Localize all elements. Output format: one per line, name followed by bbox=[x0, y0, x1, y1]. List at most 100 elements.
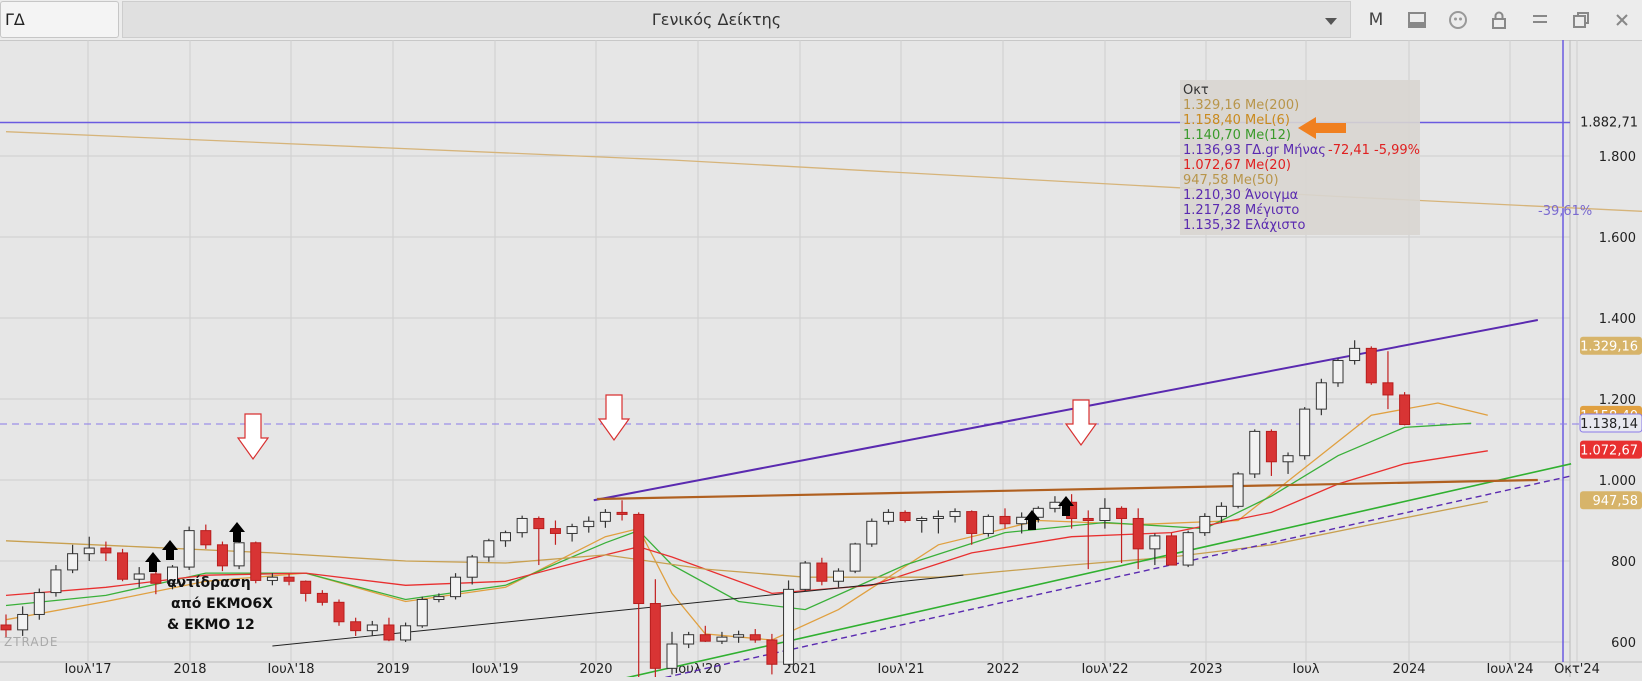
legend-row: 1.135,32 Ελάχιστο bbox=[1183, 218, 1305, 233]
chart-area[interactable]: Ιουλ'172018Ιουλ'182019Ιουλ'192020Ιουλ'20… bbox=[0, 40, 1642, 681]
tag-me20: 1.072,67 bbox=[1580, 444, 1638, 459]
comment-icon[interactable] bbox=[1446, 8, 1470, 32]
chevron-down-icon[interactable] bbox=[1322, 12, 1340, 30]
candle-body bbox=[566, 526, 578, 534]
candle-body bbox=[1399, 394, 1411, 426]
candle-body bbox=[1116, 507, 1128, 519]
tag-hline-bg bbox=[1580, 112, 1642, 131]
candle-body bbox=[699, 634, 711, 642]
candle-body bbox=[433, 596, 445, 600]
candle-body bbox=[266, 576, 278, 581]
candle-body bbox=[483, 540, 495, 558]
x-tick-label: 2020 bbox=[579, 662, 612, 677]
legend-rows: 1.329,16 Me(200)1.158,40 MeL(6)1.140,70 … bbox=[1183, 98, 1420, 233]
x-tick-label: 2019 bbox=[376, 662, 409, 677]
candle-body bbox=[1299, 408, 1311, 457]
candle-body bbox=[67, 553, 79, 571]
candle-body bbox=[1349, 347, 1361, 362]
candle-body bbox=[500, 532, 511, 542]
candle-body bbox=[733, 634, 745, 638]
candle-body bbox=[932, 515, 944, 519]
candle-body bbox=[982, 515, 994, 534]
candle-body bbox=[1149, 535, 1161, 550]
tag-me20-bg bbox=[1580, 440, 1642, 459]
symbol-input[interactable]: ΓΔ bbox=[0, 1, 119, 38]
lock-icon[interactable] bbox=[1487, 8, 1511, 32]
reaction-text-3: & ΕΚΜΟ 12 bbox=[167, 617, 255, 633]
candle-body bbox=[1249, 430, 1261, 475]
candle-body bbox=[1265, 430, 1277, 463]
ma-line-me50 bbox=[5, 500, 1488, 578]
black-annotation-line bbox=[272, 574, 964, 647]
candle-body bbox=[1332, 360, 1344, 384]
candle-body bbox=[516, 517, 528, 534]
candle-body bbox=[183, 530, 195, 568]
legend-panel bbox=[1180, 80, 1420, 235]
layout-icon[interactable] bbox=[1405, 8, 1429, 32]
candle-body bbox=[533, 517, 545, 530]
x-tick-label: 2023 bbox=[1189, 662, 1222, 677]
candle-body bbox=[966, 511, 978, 534]
candle-body bbox=[616, 511, 628, 515]
candle-body bbox=[17, 613, 29, 631]
candle-body bbox=[1049, 501, 1061, 509]
x-tick-label: 2018 bbox=[173, 662, 206, 677]
y-tick-label: 1.800 bbox=[1599, 150, 1636, 165]
tag-me200: 1.329,16 bbox=[1580, 340, 1638, 355]
candle-body bbox=[0, 624, 12, 631]
tag-current-bg bbox=[1579, 413, 1642, 433]
candle-body bbox=[283, 576, 295, 582]
tag-me50-bg bbox=[1580, 491, 1642, 510]
candle-body bbox=[1365, 347, 1377, 384]
legend-row: 1.140,70 Me(12) bbox=[1183, 128, 1291, 143]
upper-trend-line bbox=[593, 319, 1538, 502]
candle-body bbox=[1099, 507, 1111, 522]
x-tick-label: Ιουλ'21 bbox=[877, 662, 924, 677]
x-tick-label: Οκτ'24 bbox=[1554, 662, 1600, 677]
candle-body bbox=[916, 517, 928, 521]
x-axis: Ιουλ'172018Ιουλ'182019Ιουλ'192020Ιουλ'20… bbox=[64, 662, 1599, 677]
candle-body bbox=[366, 624, 378, 632]
candle-body bbox=[33, 592, 45, 615]
candle-body bbox=[866, 520, 878, 545]
candle-body bbox=[549, 528, 561, 534]
tag-hline: 1.882,71 bbox=[1580, 116, 1638, 131]
y-tick-label: 1.400 bbox=[1599, 312, 1636, 327]
candles bbox=[0, 340, 1411, 681]
candle-body bbox=[849, 543, 861, 572]
x-tick-label: Ιουλ'22 bbox=[1081, 662, 1128, 677]
x-tick-label: Ιουλ'18 bbox=[267, 662, 314, 677]
instrument-selector[interactable]: Γενικός Δείκτης bbox=[122, 1, 1351, 38]
legend-arrow-icon bbox=[1298, 117, 1346, 139]
monthly-mode-button[interactable]: M bbox=[1368, 10, 1384, 30]
candle-body bbox=[666, 643, 678, 669]
reaction-text-2: από ΕΚΜΟ6Χ bbox=[171, 596, 273, 612]
candle-body bbox=[766, 639, 778, 665]
down-arrow-icon bbox=[597, 394, 631, 442]
restore-icon[interactable] bbox=[1569, 8, 1593, 32]
price-chart[interactable]: Ιουλ'172018Ιουλ'182019Ιουλ'192020Ιουλ'20… bbox=[0, 40, 1642, 681]
close-icon[interactable] bbox=[1610, 8, 1634, 32]
candle-body bbox=[117, 552, 129, 580]
candle-body bbox=[300, 580, 312, 594]
candle-body bbox=[416, 598, 428, 627]
y-tick-label: 800 bbox=[1611, 555, 1636, 570]
candle-body bbox=[1199, 515, 1211, 534]
candle-body bbox=[466, 556, 478, 578]
ma-line-me20 bbox=[5, 450, 1488, 597]
candle-body bbox=[882, 511, 894, 522]
candle-body bbox=[233, 542, 245, 567]
legend-row: 947,58 Me(50) bbox=[1183, 173, 1279, 188]
candle-body bbox=[1382, 382, 1394, 396]
legend-row: 1.072,67 Me(20) bbox=[1183, 158, 1291, 173]
candle-body bbox=[167, 566, 178, 584]
minimize-icon[interactable] bbox=[1528, 8, 1552, 32]
y-axis: 600 800 1.000 1.200 1.400 1.600 1.800 bbox=[1599, 150, 1636, 651]
x-tick-label: 2024 bbox=[1392, 662, 1425, 677]
x-tick-label: Ιουλ'24 bbox=[1486, 662, 1533, 677]
candle-body bbox=[83, 547, 95, 555]
candle-body bbox=[1016, 516, 1028, 525]
y-tick-label: 1.200 bbox=[1599, 393, 1636, 408]
candle-body bbox=[316, 592, 328, 603]
reaction-text-1: αντίδραση bbox=[167, 575, 251, 591]
